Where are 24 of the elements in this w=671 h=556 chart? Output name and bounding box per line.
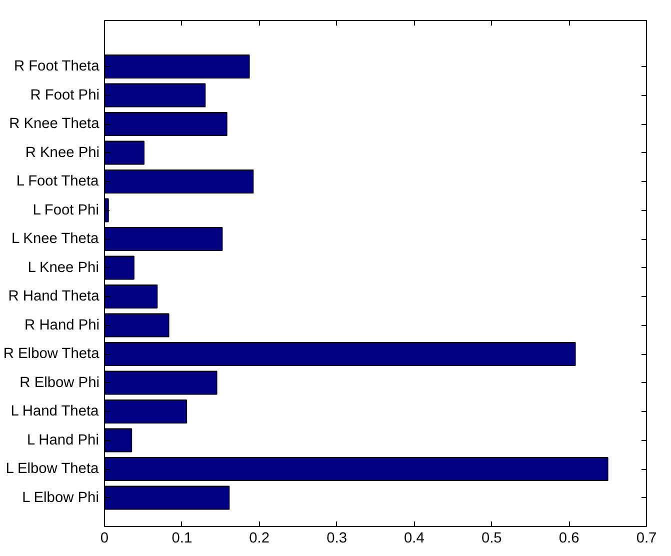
y-tick-label: L Hand Phi [26,432,99,448]
y-tick-label: L Elbow Theta [6,461,100,477]
x-tick-label: 0.7 [636,530,657,546]
y-tick-label: L Elbow Phi [22,490,99,506]
y-tick-label: L Foot Theta [16,174,100,190]
y-tick-label: L Knee Theta [12,231,100,247]
x-tick-label: 0.4 [404,530,424,546]
y-tick-label: L Knee Phi [28,260,99,276]
x-tick-label: 0.2 [249,530,270,546]
x-tick-label: 0.1 [172,530,192,546]
y-tick-label: R Elbow Theta [3,346,100,362]
y-tick-label: L Foot Phi [32,202,99,218]
x-tick-label: 0 [100,530,109,546]
x-tick-label: 0.6 [558,530,580,546]
y-tick-label: L Hand Theta [10,404,100,420]
y-tick-label: R Knee Phi [25,144,100,161]
y-tick-label: R Knee Theta [9,116,100,132]
x-tick-label: 0.3 [326,530,347,546]
x-tick-label: 0.5 [481,530,502,546]
y-tick-label: R Hand Phi [24,317,100,334]
y-tick-label: R Hand Theta [8,288,100,304]
y-tick-label: R Foot Theta [14,58,100,74]
y-tick-label: R Elbow Phi [20,374,100,391]
y-tick-label: R Foot Phi [30,87,100,104]
